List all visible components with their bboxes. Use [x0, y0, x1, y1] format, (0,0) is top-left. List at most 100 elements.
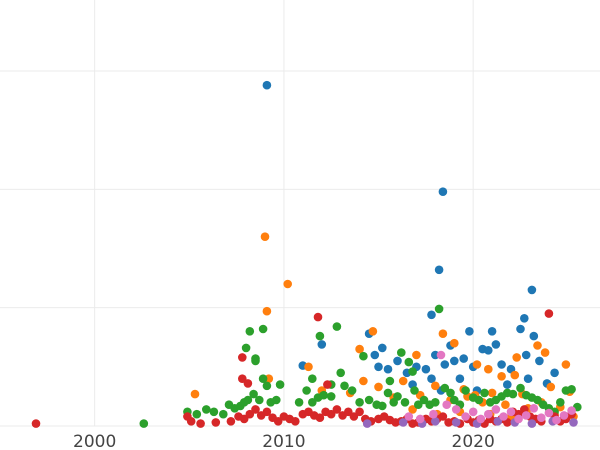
data-point [535, 356, 544, 366]
data-point [431, 381, 440, 391]
data-point [438, 187, 448, 196]
data-point [364, 395, 374, 405]
data-point [501, 400, 510, 410]
data-point [561, 360, 571, 369]
data-point [349, 412, 359, 421]
data-point [440, 383, 450, 393]
data-point [355, 398, 364, 407]
data-point [258, 374, 268, 384]
data-point [510, 370, 520, 380]
data-point [527, 285, 537, 295]
data-point [569, 418, 578, 427]
data-point [355, 344, 364, 354]
data-point [427, 374, 436, 384]
data-point [521, 411, 531, 420]
data-point [260, 232, 270, 241]
data-point [533, 341, 542, 350]
data-point [219, 409, 228, 419]
data-point [408, 405, 417, 414]
data-point [544, 309, 554, 318]
data-point [378, 343, 387, 353]
data-point [480, 388, 489, 398]
data-point [436, 350, 446, 360]
data-point [461, 386, 470, 395]
data-point [249, 389, 258, 399]
data-point [421, 364, 431, 374]
data-point [529, 331, 539, 341]
data-point [404, 357, 414, 367]
data-point [313, 312, 323, 322]
data-point [408, 367, 417, 376]
data-point [491, 340, 501, 349]
data-point [491, 405, 501, 414]
points-layer [31, 80, 582, 428]
data-point [254, 395, 264, 405]
data-point [476, 414, 486, 424]
data-point [497, 372, 506, 381]
data-point [326, 409, 336, 419]
data-point [533, 395, 542, 405]
data-point [359, 351, 368, 361]
data-point [434, 304, 444, 314]
data-point [186, 417, 196, 426]
data-point [241, 343, 251, 353]
data-point [362, 419, 372, 428]
data-point [315, 413, 325, 423]
data-point [332, 405, 342, 414]
data-point [512, 353, 521, 362]
data-point [516, 324, 525, 334]
data-point [243, 379, 253, 388]
data-point [31, 419, 41, 428]
data-point [567, 406, 576, 415]
data-point [245, 409, 255, 419]
data-point [262, 80, 272, 90]
data-point [308, 398, 317, 407]
data-point [556, 398, 565, 407]
data-point [262, 306, 272, 316]
data-point [383, 388, 393, 398]
data-point [567, 385, 576, 394]
data-point [291, 417, 300, 426]
data-point [397, 348, 406, 357]
data-point [438, 412, 448, 421]
data-point [506, 407, 516, 417]
data-point [258, 324, 268, 334]
data-point [499, 412, 508, 421]
data-point [262, 407, 272, 417]
data-point [429, 409, 438, 419]
data-point [487, 388, 497, 398]
data-point [398, 418, 408, 427]
data-point [552, 415, 561, 425]
data-point [446, 388, 455, 398]
data-point [487, 327, 497, 336]
data-point [190, 389, 200, 399]
data-point [370, 350, 380, 360]
data-point [319, 390, 329, 400]
data-point [226, 417, 236, 426]
data-point [211, 418, 221, 427]
data-point [521, 350, 531, 360]
x-tick-label: 2020 [452, 432, 495, 450]
data-point [544, 408, 554, 418]
data-point [304, 362, 313, 372]
data-point [374, 362, 383, 372]
data-point [196, 419, 205, 428]
data-point [273, 417, 283, 426]
data-point [209, 407, 219, 417]
data-point [497, 360, 506, 369]
data-point [192, 409, 202, 419]
data-point [484, 409, 493, 419]
data-point [450, 338, 459, 348]
x-tick-label: 2010 [262, 432, 305, 450]
data-point [508, 389, 518, 399]
data-point [468, 407, 478, 417]
data-point [315, 331, 325, 341]
tick-labels: 2000 2010 2020 [73, 432, 495, 450]
data-point [514, 414, 523, 424]
data-point [484, 364, 493, 374]
data-point [238, 353, 247, 362]
data-point [294, 398, 304, 407]
data-point [398, 376, 408, 386]
data-point [434, 265, 444, 275]
